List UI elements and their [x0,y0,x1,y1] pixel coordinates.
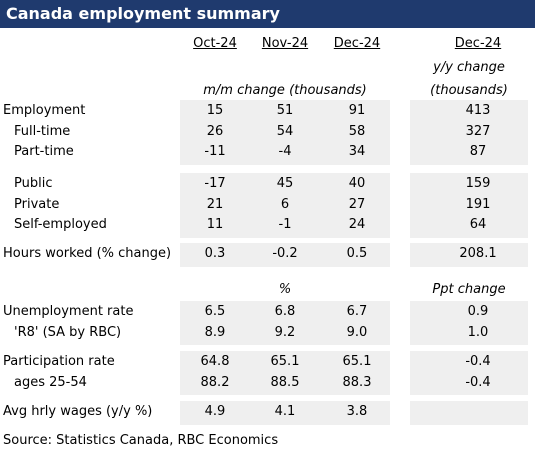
row-label: 'R8' (SA by RBC) [14,324,122,340]
row-label: Unemployment rate [3,304,134,319]
cell: 91 [348,103,366,118]
ppt-note: Ppt change [432,282,506,297]
title-bar: Canada employment summary [0,0,535,28]
cell: 208.1 [459,246,497,261]
cell: 88.3 [342,374,372,390]
data-block [410,100,528,165]
row-label: Public [14,176,53,191]
data-block [410,351,528,395]
cell: 34 [348,144,366,159]
cell: 413 [465,103,491,118]
column-header: Oct-24 [193,36,237,51]
cell: 21 [206,196,224,212]
cell: 88.5 [270,374,300,390]
cell: 54 [276,123,294,139]
cell: 24 [348,217,366,232]
row-label: ages 25-54 [14,374,87,390]
cell: 65.1 [342,354,372,369]
cell: -1 [278,217,292,232]
mm-note: m/m change (thousands) [203,83,367,98]
row-label: Avg hrly wages (y/y %) [3,404,153,419]
cell: -0.4 [465,354,491,369]
data-block [180,243,390,267]
cell: 1.0 [467,324,489,340]
data-block [180,100,390,165]
cell: -17 [204,176,226,191]
cell: -0.2 [272,246,298,261]
data-block [180,173,390,238]
cell: 6.8 [274,304,296,319]
cell: 51 [276,103,294,118]
data-block [410,301,528,345]
cell: 27 [348,196,366,212]
cell: 4.1 [274,404,296,419]
cell: -11 [204,144,226,159]
data-block [410,401,528,425]
cell: 58 [348,123,366,139]
column-header: Dec-24 [333,36,381,51]
column-header: Nov-24 [261,36,309,51]
data-block [180,351,390,395]
source: Source: Statistics Canada, RBC Economics [3,433,279,448]
cell: 40 [348,176,366,191]
cell: 6.5 [204,304,226,319]
data-block [180,301,390,345]
cell: 191 [465,196,491,212]
cell: 64.8 [200,354,230,369]
cell: 6.7 [346,304,368,319]
cell: 9.0 [346,324,368,340]
cell: 159 [465,176,491,191]
cell: 0.5 [346,246,368,261]
yy-note: y/y change [433,60,505,75]
cell: 3.8 [346,404,368,419]
cell: 0.9 [467,304,489,319]
row-label: Hours worked (% change) [3,246,172,261]
data-block [410,243,528,267]
row-label: Part-time [14,144,74,159]
row-label: Full-time [14,123,71,139]
cell: 15 [206,103,224,118]
pct-note: % [278,282,292,297]
data-block [180,401,390,425]
cell: 87 [469,144,487,159]
cell: 88.2 [200,374,230,390]
cell: 64 [469,217,487,232]
row-label: Private [14,196,60,212]
cell: 26 [206,123,224,139]
cell: 11 [206,217,224,232]
cell: -4 [278,144,292,159]
data-block [410,173,528,238]
yy-note: (thousands) [430,83,508,98]
title: Canada employment summary [6,4,280,23]
cell: -0.4 [465,374,491,390]
cell: 9.2 [274,324,296,340]
cell: 8.9 [204,324,226,340]
row-label: Participation rate [3,354,115,369]
cell: 45 [276,176,294,191]
cell: 327 [465,123,491,139]
cell: 4.9 [204,404,226,419]
cell: 0.3 [204,246,226,261]
cell: 65.1 [270,354,300,369]
column-header: Dec-24 [454,36,502,51]
row-label: Self-employed [14,217,107,232]
row-label: Employment [3,103,86,118]
cell: 6 [280,196,290,212]
